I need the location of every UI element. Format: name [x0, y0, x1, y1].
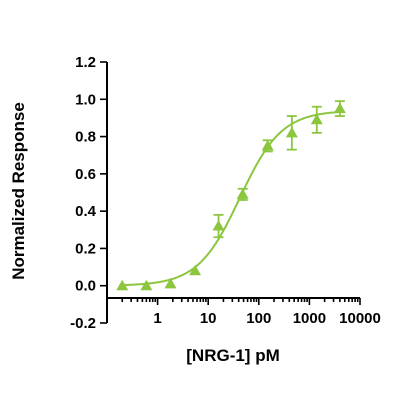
x-tick-label: 10 — [200, 310, 217, 327]
y-tick-label: 0.2 — [75, 240, 96, 257]
y-ticks: -0.2 0.0 0.2 0.4 0.6 0.8 1.0 1.2 — [70, 54, 107, 332]
data-point — [310, 113, 323, 125]
x-ticks: 1 10 100 1000 10000 — [121, 298, 381, 327]
data-point-layer — [116, 102, 346, 291]
y-tick-label: 0.8 — [75, 129, 96, 146]
x-tick-label: 10000 — [339, 310, 381, 327]
y-tick-label: 0.6 — [75, 166, 96, 183]
data-point — [164, 277, 177, 289]
data-point — [140, 279, 153, 291]
data-point — [236, 188, 249, 199]
fit-curve-layer — [122, 110, 340, 287]
data-point — [333, 102, 346, 114]
data-point — [212, 220, 225, 231]
x-tick-label: 1000 — [293, 310, 326, 327]
fit-curve — [122, 110, 340, 287]
data-point — [261, 139, 274, 151]
y-tick-label: 1.0 — [75, 91, 96, 108]
data-point — [189, 264, 202, 276]
y-tick-label: 1.2 — [75, 54, 96, 71]
y-axis-title: Normalized Response — [9, 102, 28, 280]
error-bar-layer — [213, 100, 345, 239]
x-tick-label: 100 — [246, 310, 271, 327]
data-point — [116, 279, 129, 291]
data-point — [285, 126, 298, 138]
y-tick-label: -0.2 — [70, 315, 96, 332]
y-tick-label: 0.4 — [75, 203, 97, 220]
x-axis-title: [NRG-1] pM — [186, 346, 279, 365]
y-tick-label: 0.0 — [75, 278, 96, 295]
x-tick-label: 1 — [153, 310, 161, 327]
